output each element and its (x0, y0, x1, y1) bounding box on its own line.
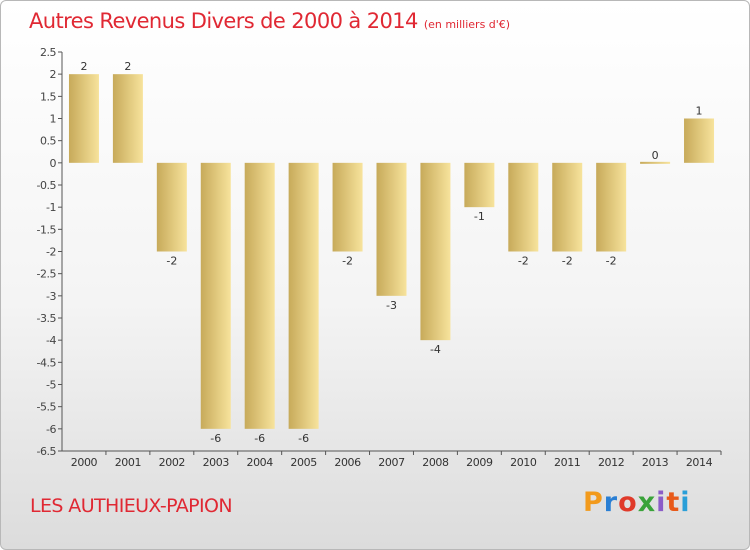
logo-letter: P (583, 487, 604, 518)
bar-2011 (552, 162, 583, 252)
logo-letter: t (666, 487, 681, 518)
y-tick-label: -6.5 (37, 445, 57, 458)
bar-2003 (200, 162, 231, 429)
y-tick-label: -3 (46, 290, 56, 303)
value-label-2009: -1 (474, 210, 485, 223)
value-label-2000: 2 (80, 60, 87, 73)
y-tick-label: 0 (50, 157, 57, 170)
value-label-2004: -6 (254, 432, 265, 445)
value-label-2010: -2 (518, 255, 529, 268)
value-label-2006: -2 (342, 255, 353, 268)
value-label-2013: 0 (652, 149, 659, 162)
y-tick-label: 0.5 (40, 135, 56, 148)
x-tick-label: 2010 (510, 456, 537, 469)
y-tick-label: -5.5 (37, 401, 57, 414)
y-tick-label: 2.5 (40, 46, 56, 59)
bar-2005 (288, 162, 319, 429)
bar-2013 (640, 161, 671, 164)
x-tick-label: 2002 (159, 456, 185, 469)
x-tick-label: 2011 (554, 456, 580, 469)
bar-2009 (464, 162, 495, 208)
x-tick-label: 2005 (290, 456, 317, 469)
value-label-2014: 1 (696, 105, 703, 118)
logo-letter: o (618, 487, 638, 518)
x-tick-label: 2013 (642, 456, 669, 469)
y-tick-label: -0.5 (37, 179, 57, 192)
commune-name: LES AUTHIEUX-PAPION (30, 495, 233, 517)
chart-axes: 2.5 2 1.5 1 0.5 0 -0.5 -1 -1.5 -2 -2.5 -3 -3.5 -4 -4.5… (37, 46, 722, 469)
x-tick-label: 2001 (115, 456, 141, 469)
bar-2001 (112, 74, 143, 163)
value-label-2005: -6 (298, 432, 309, 445)
proxiti-logo[interactable]: Proxiti (583, 487, 691, 518)
chart-header: Autres Revenus Divers de 2000 à 2014 (en … (29, 9, 510, 33)
value-label-2011: -2 (562, 255, 573, 268)
y-tick-label: -5 (46, 379, 56, 392)
y-tick-label: -2 (46, 246, 56, 259)
y-tick-label: -3.5 (37, 312, 57, 325)
value-label-2012: -2 (606, 255, 617, 268)
y-tick-label: -1.5 (37, 223, 57, 236)
x-tick-label: 2008 (422, 456, 449, 469)
chart-title: Autres Revenus Divers de 2000 à 2014 (29, 9, 418, 33)
y-tick-label: -6 (46, 423, 56, 436)
y-tick-label: -2.5 (37, 268, 57, 281)
value-label-2008: -4 (430, 343, 441, 356)
bar-2012 (596, 162, 627, 252)
logo-letter: x (637, 487, 657, 518)
y-tick-label: 2 (50, 68, 57, 81)
x-tick-label: 2014 (686, 456, 713, 469)
value-label-2002: -2 (166, 255, 177, 268)
bar-2006 (332, 162, 363, 252)
logo-letter: i (680, 487, 691, 518)
value-label-2001: 2 (124, 60, 131, 73)
chart-unit: (en milliers d'€) (423, 18, 511, 31)
x-tick-label: 2007 (378, 456, 405, 469)
x-tick-label: 2009 (466, 456, 493, 469)
chart-bars (68, 74, 715, 429)
x-tick-label: 2006 (334, 456, 361, 469)
y-tick-label: -4.5 (37, 356, 57, 369)
bar-2004 (244, 162, 275, 429)
y-tick-label: 1 (50, 113, 57, 126)
bar-2000 (68, 74, 99, 163)
x-tick-label: 2012 (598, 456, 624, 469)
bar-2007 (376, 162, 407, 296)
x-tick-label: 2003 (203, 456, 230, 469)
value-label-2003: -6 (210, 432, 221, 445)
logo-letter: i (656, 487, 667, 518)
bar-2014 (684, 118, 715, 163)
x-tick-label: 2004 (246, 456, 273, 469)
x-tick-label: 2000 (71, 456, 98, 469)
y-tick-label: -4 (46, 334, 56, 347)
bar-2010 (508, 162, 539, 252)
bar-2008 (420, 162, 451, 341)
chart-data-labels: 2 2 -2 -6 -6 -6 -2 -3 -4 -1 -2 -2 -2 0 1 (80, 60, 702, 445)
value-label-2007: -3 (386, 299, 397, 312)
y-tick-label: 1.5 (40, 90, 56, 103)
logo-letter: r (603, 487, 619, 518)
bar-2002 (156, 162, 187, 252)
y-tick-label: -1 (46, 201, 56, 214)
